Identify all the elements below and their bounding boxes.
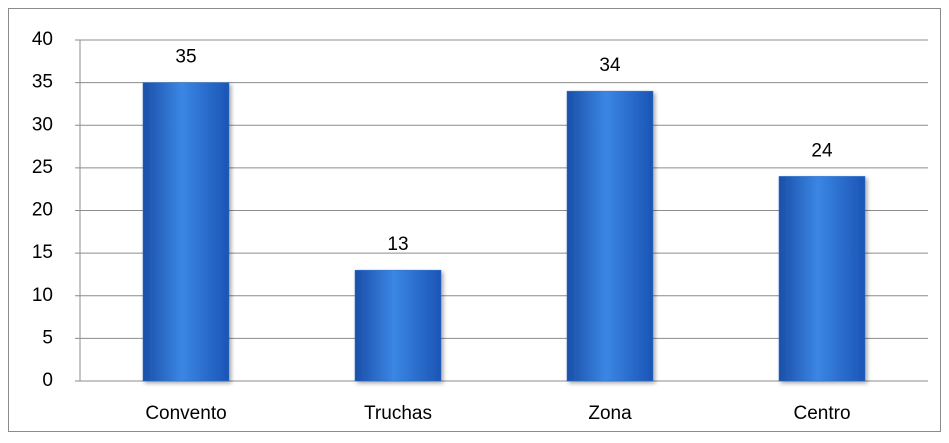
y-tick-label: 15 xyxy=(32,242,53,263)
y-tick-label: 20 xyxy=(32,200,53,221)
y-tick-label: 40 xyxy=(32,29,53,50)
y-tick-label: 5 xyxy=(42,327,53,348)
y-tick-label: 35 xyxy=(32,72,53,93)
data-label: 34 xyxy=(599,55,621,76)
data-label: 35 xyxy=(175,47,196,68)
bar xyxy=(142,82,230,382)
y-tick-label: 0 xyxy=(42,370,53,391)
bar xyxy=(354,269,442,382)
x-tick-label: Truchas xyxy=(364,403,432,424)
bar xyxy=(566,90,654,382)
bar xyxy=(778,176,866,382)
data-label: 13 xyxy=(387,234,408,255)
data-label: 24 xyxy=(811,140,833,161)
y-tick-label: 30 xyxy=(32,114,53,135)
y-tick-label: 25 xyxy=(32,157,53,178)
y-tick-label: 10 xyxy=(32,285,53,306)
x-tick-label: Centro xyxy=(793,403,850,424)
x-tick-label: Convento xyxy=(145,403,226,424)
x-tick-label: Zona xyxy=(588,403,632,424)
